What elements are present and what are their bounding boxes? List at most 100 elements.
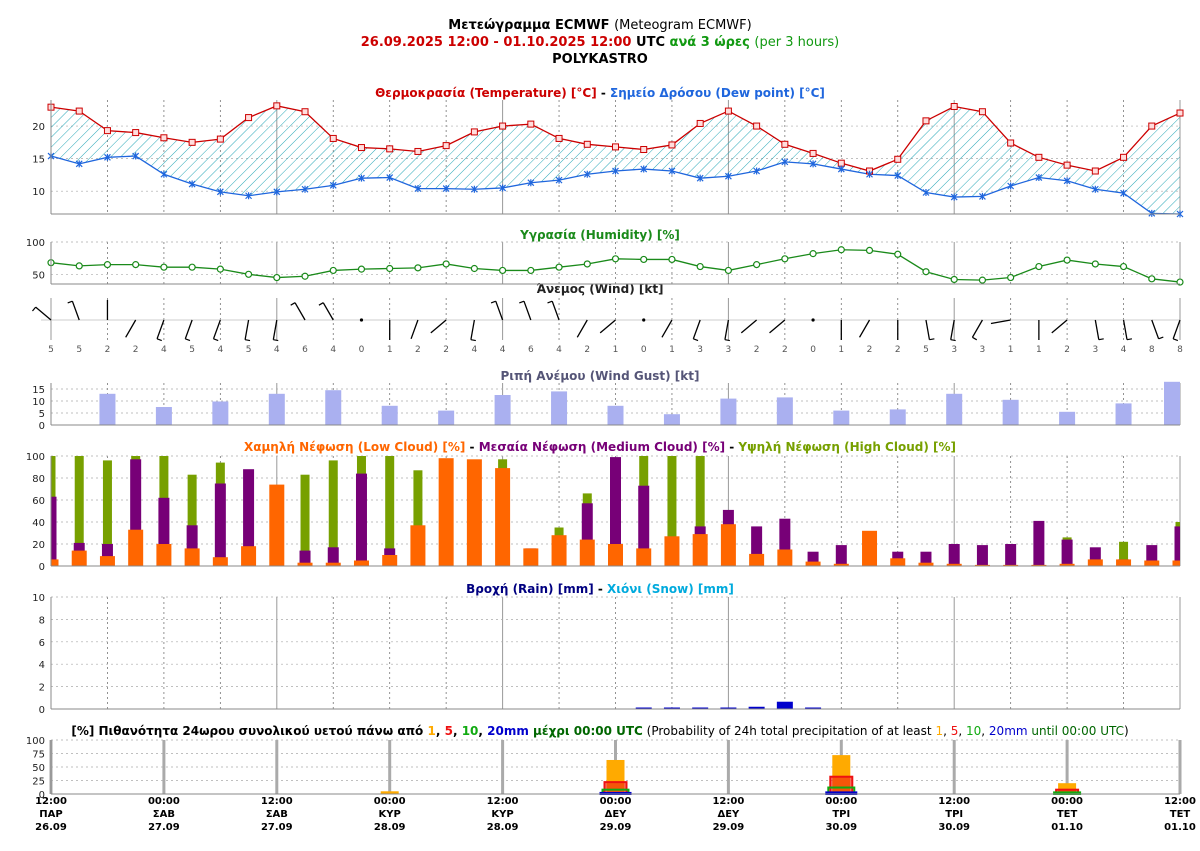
time-label: 12:00 (712, 796, 744, 807)
wind-speed-label: 3 (980, 345, 986, 355)
high-cloud-bar (187, 474, 197, 566)
dewpoint-title: Σημείο Δρόσου (Dew point) [°C] (610, 86, 825, 100)
temperature-point (1063, 161, 1071, 169)
wind-speed-label: 1 (1008, 345, 1014, 355)
prob-bar-1 (380, 791, 399, 794)
low-cloud-bar (720, 524, 736, 566)
gust-bar (155, 407, 172, 425)
low-cloud-bar (1059, 563, 1075, 566)
high-cloud-bar (385, 456, 395, 566)
wind-panel-title: Άνεμος (Wind) [kt] (536, 282, 664, 296)
temperature-point (555, 134, 563, 142)
medium-cloud-bar (920, 551, 932, 566)
dewpoint-point (894, 172, 902, 180)
wind-speed-label: 3 (726, 345, 732, 355)
day-label: ΣΑΒ (266, 809, 288, 820)
medium-cloud-bar (1033, 520, 1045, 566)
dewpoint-point (753, 167, 761, 175)
wind-speed-label: 6 (528, 345, 534, 355)
temperature-point (499, 122, 507, 130)
dewpoint-point (216, 188, 224, 196)
wind-barb (661, 319, 673, 338)
rain-bar (748, 706, 765, 709)
prob-threshold-1-en: 1 (935, 724, 944, 738)
wind-barb (971, 319, 983, 338)
wind-speed-label: 1 (387, 345, 393, 355)
temperature-point (273, 102, 281, 110)
time-label: 00:00 (825, 796, 857, 807)
wind-barb (576, 319, 588, 338)
time-label: 12:00 (487, 796, 519, 807)
temperature-point (922, 117, 930, 125)
wind-speed-label: 4 (161, 345, 167, 355)
gust-bar (1002, 399, 1019, 425)
temperature-point (414, 147, 422, 155)
step-english: (per 3 hours) (754, 35, 840, 50)
temperature-point (1148, 122, 1156, 130)
medium-cloud-bar (1146, 545, 1158, 566)
gust-bar (1059, 411, 1076, 425)
comma: , (943, 724, 951, 738)
wind-speed-label: 5 (76, 345, 82, 355)
dewpoint-point (612, 167, 619, 175)
wind-speed-label: 4 (330, 345, 336, 355)
temperature-point (1035, 153, 1043, 161)
medium-cloud-bar (1089, 547, 1101, 566)
temperature-point (442, 142, 450, 150)
wind-barb-flag (972, 336, 978, 341)
wind-speed-label: 4 (1121, 345, 1127, 355)
cloud-ytick-label: 0 (39, 562, 45, 573)
prob-ytick-label: 100 (26, 736, 45, 747)
low-cloud-bar (410, 525, 426, 566)
wind-speed-label: 4 (472, 345, 478, 355)
dewpoint-point (386, 174, 394, 182)
wind-calm-marker (642, 318, 646, 322)
medium-cloud-bar (130, 459, 142, 566)
dewpoint-point (696, 174, 704, 182)
humidity-point (1091, 260, 1099, 268)
gust-bar (1164, 381, 1180, 425)
title-separator: - (593, 582, 608, 596)
meteogram-period: 26.09.2025 12:00 - 01.10.2025 12:00 UTC … (0, 35, 1200, 50)
wind-barb (990, 319, 1011, 325)
wind-speed-label: 5 (246, 345, 252, 355)
rain-ytick-label: 10 (32, 593, 45, 604)
wind-barb-flag (519, 300, 525, 304)
dewpoint-point (555, 176, 563, 184)
low-cloud-bar (353, 560, 369, 566)
wind-barb (212, 319, 221, 340)
rain-ytick-label: 2 (39, 683, 45, 694)
wind-barb-flag (290, 302, 296, 306)
high-cloud-bar (300, 474, 310, 566)
low-cloud-bar (1116, 559, 1132, 566)
low-cloud-bar (1031, 564, 1047, 566)
wind-barb-flag (470, 339, 476, 342)
medium-cloud-bar (948, 544, 960, 566)
prob-bar-1 (1058, 783, 1077, 794)
snow-title: Χιόνι (Snow) [mm] (607, 582, 734, 596)
temperature-point (809, 149, 817, 157)
temperature-point (640, 146, 648, 154)
gust-ytick-label: 0 (39, 421, 45, 432)
wind-barb-flag (490, 300, 496, 304)
wind-speed-label: 5 (923, 345, 929, 355)
rain-ytick-label: 8 (39, 615, 45, 626)
wind-barb-flag (693, 338, 699, 342)
wind-barb (692, 319, 701, 340)
day-label: ΤΡΙ (832, 809, 850, 820)
day-label: ΚΥΡ (379, 809, 401, 820)
low-cloud-bar (1087, 559, 1103, 566)
medium-cloud-bar (1061, 539, 1073, 566)
medium-cloud-bar (355, 473, 367, 566)
low-cloud-bar (551, 535, 567, 566)
date-label: 30.09 (825, 822, 857, 833)
wind-barb (294, 302, 306, 321)
humidity-ytick-label: 100 (26, 238, 45, 249)
dewpoint-point (979, 192, 986, 200)
dewpoint-point (1120, 189, 1127, 197)
temperature-title: Θερμοκρασία (Temperature) [°C] (375, 86, 597, 100)
temperature-point (75, 107, 83, 115)
dewpoint-point (75, 160, 83, 168)
dewpoint-point (245, 192, 252, 200)
